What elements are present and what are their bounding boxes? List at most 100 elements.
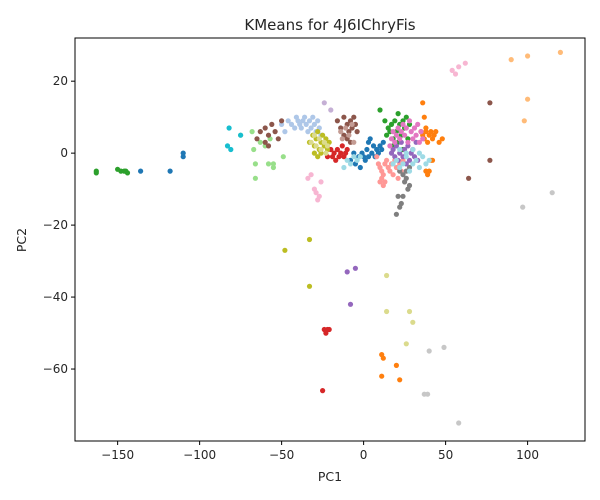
cluster-19-point-17 xyxy=(426,157,432,163)
cluster-10-point-5 xyxy=(262,125,268,131)
cluster-2-point-14 xyxy=(428,129,434,135)
cluster-19-point-6 xyxy=(390,161,396,167)
cluster-1-point-11 xyxy=(303,121,309,127)
cluster-4-point-8 xyxy=(382,118,388,124)
cluster-17-point-4 xyxy=(403,341,409,347)
cluster-19-point-4 xyxy=(354,157,360,163)
cluster-4-point-23 xyxy=(406,121,413,127)
cluster-19-point-7 xyxy=(393,157,399,163)
cluster-12-point-0 xyxy=(387,143,393,149)
cluster-12-point-7 xyxy=(398,129,404,135)
cluster-19-point-13 xyxy=(413,157,419,163)
cluster-18-point-1 xyxy=(224,143,231,149)
cluster-10-point-14 xyxy=(338,125,344,131)
cluster-7-point-16 xyxy=(400,157,406,163)
cluster-11-point-5 xyxy=(351,139,357,145)
cluster-1-point-4 xyxy=(292,125,298,131)
cluster-19-point-5 xyxy=(357,154,363,160)
cluster-5-point-10 xyxy=(270,164,276,171)
cluster-15-point-1 xyxy=(520,204,526,210)
cluster-12-point-16 xyxy=(413,132,419,138)
y-tick-label: 0 xyxy=(60,146,68,160)
cluster-12-point-4 xyxy=(393,132,399,138)
cluster-10-point-3 xyxy=(254,136,260,142)
cluster-10-point-15 xyxy=(341,114,347,120)
cluster-0-point-15 xyxy=(367,136,373,142)
cluster-2-point-7 xyxy=(423,125,429,131)
cluster-12-point-13 xyxy=(408,129,414,135)
cluster-12-point-11 xyxy=(405,139,411,145)
cluster-9-point-0 xyxy=(321,100,327,106)
cluster-2-point-4 xyxy=(397,377,403,383)
cluster-13-point-4 xyxy=(305,175,311,181)
x-tick-label: −50 xyxy=(269,448,294,462)
cluster-12-point-10 xyxy=(403,125,409,131)
cluster-12-point-5 xyxy=(395,125,401,131)
cluster-4-point-7 xyxy=(377,107,383,113)
cluster-10-point-13 xyxy=(334,118,340,124)
cluster-10-point-12 xyxy=(265,143,272,149)
cluster-5-point-2 xyxy=(251,146,257,153)
cluster-18-point-3 xyxy=(238,132,244,138)
cluster-6-point-3 xyxy=(326,326,332,333)
cluster-6-point-9 xyxy=(333,157,339,163)
x-axis: −150 −100 −50 0 50 100 xyxy=(101,441,539,462)
x-tick-label: −100 xyxy=(183,448,216,462)
cluster-13-point-9 xyxy=(316,193,322,199)
cluster-8-point-4 xyxy=(390,146,396,153)
cluster-12-point-12 xyxy=(406,118,413,124)
cluster-19-point-18 xyxy=(397,146,403,153)
cluster-14-point-8 xyxy=(406,182,413,189)
cluster-16-point-10 xyxy=(320,132,326,138)
cluster-10-point-19 xyxy=(349,125,355,131)
cluster-11-point-4 xyxy=(349,121,355,127)
cluster-10-point-8 xyxy=(272,129,278,135)
cluster-16-point-7 xyxy=(315,129,321,135)
cluster-1-point-10 xyxy=(302,114,308,120)
cluster-19-point-3 xyxy=(351,154,357,160)
cluster-15-point-6 xyxy=(425,391,431,397)
cluster-19-point-20 xyxy=(410,146,416,153)
cluster-1-point-15 xyxy=(310,114,316,120)
cluster-0-point-5 xyxy=(351,150,357,156)
cluster-17-point-8 xyxy=(316,136,322,142)
x-tick-label: −150 xyxy=(101,448,134,462)
cluster-4-point-21 xyxy=(403,114,409,120)
y-tick-label: 20 xyxy=(53,74,68,88)
cluster-5-point-5 xyxy=(257,139,263,145)
cluster-0-point-8 xyxy=(357,164,363,171)
cluster-17-point-6 xyxy=(311,132,317,138)
cluster-19-point-15 xyxy=(420,154,426,160)
cluster-13-point-10 xyxy=(318,179,324,185)
cluster-17-point-10 xyxy=(321,139,327,145)
cluster-19-point-2 xyxy=(347,161,354,167)
cluster-4-point-9 xyxy=(384,132,390,138)
cluster-12-point-14 xyxy=(410,136,416,142)
cluster-17-point-3 xyxy=(410,319,416,325)
cluster-12-point-6 xyxy=(397,136,403,142)
points-layer xyxy=(93,49,564,426)
cluster-19-point-10 xyxy=(403,154,409,160)
cluster-12-point-8 xyxy=(400,121,406,127)
cluster-10-point-7 xyxy=(269,121,275,127)
cluster-16-point-16 xyxy=(315,154,321,160)
cluster-12-point-17 xyxy=(415,121,421,127)
cluster-3-point-4 xyxy=(521,118,527,124)
cluster-12-point-18 xyxy=(416,139,422,145)
cluster-1-point-16 xyxy=(311,121,317,127)
cluster-8-point-0 xyxy=(344,269,350,275)
cluster-17-point-0 xyxy=(384,272,390,279)
cluster-2-point-11 xyxy=(423,129,429,135)
cluster-19-point-19 xyxy=(403,150,409,156)
cluster-1-point-0 xyxy=(279,121,285,127)
cluster-14-point-3 xyxy=(398,200,404,207)
cluster-12-point-3 xyxy=(392,139,398,145)
cluster-1-point-14 xyxy=(308,125,314,131)
cluster-7-point-20 xyxy=(382,179,388,185)
cluster-17-point-12 xyxy=(324,143,331,149)
cluster-10-point-20 xyxy=(351,114,357,120)
cluster-11-point-2 xyxy=(343,125,349,131)
cluster-0-point-0 xyxy=(138,168,144,174)
chart-title: KMeans for 4J6IChryFis xyxy=(244,16,415,34)
cluster-12-point-2 xyxy=(390,129,396,135)
